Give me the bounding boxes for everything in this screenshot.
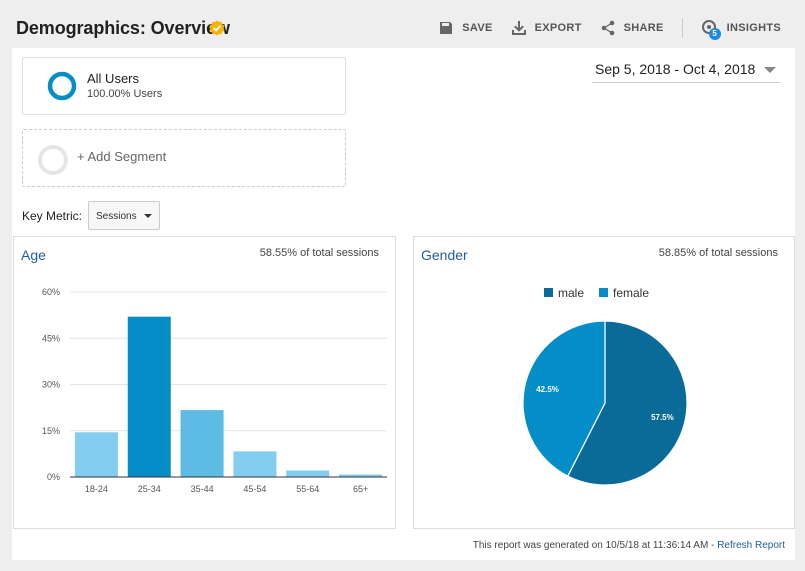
bar: [233, 451, 277, 477]
save-button[interactable]: SAVE: [438, 18, 492, 38]
age-bar-chart: 0% 15% 30% 45% 60% 18-24 25-34 35-44 45-54 55-64 6…: [42, 287, 387, 494]
bar: [74, 432, 118, 477]
insights-label: INSIGHTS: [726, 22, 781, 34]
download-icon: [511, 21, 526, 35]
insights-icon: 5: [701, 19, 721, 40]
dropdown-arrow-icon: [144, 214, 152, 218]
bar: [339, 474, 383, 477]
key-metric-label: Key Metric:: [22, 209, 83, 223]
save-icon: [440, 22, 453, 34]
y-tick-label: 15%: [42, 426, 60, 436]
age-card-subtitle: 58.55% of total sessions: [259, 247, 379, 259]
y-tick-label: 30%: [42, 380, 60, 390]
pie-slice: [566, 320, 688, 486]
bar: [127, 316, 171, 477]
legend-swatch: [544, 288, 553, 297]
page-title: Demographics: Overview: [16, 18, 230, 38]
report-header: Demographics: Overview SAVE EXPORT SHARE…: [0, 0, 805, 48]
legend-label: female: [613, 286, 649, 300]
x-tick-label: 65+: [353, 484, 368, 494]
pie-data-label: 57.5%: [651, 413, 674, 422]
age-card: Age 58.55% of total sessions 0% 15% 30% 45%…: [13, 236, 396, 529]
date-range-text: Sep 5, 2018 - Oct 4, 2018: [595, 61, 756, 77]
bar: [180, 410, 224, 477]
age-card-title: Age: [21, 247, 46, 263]
key-metric-select[interactable]: Sessions: [88, 201, 160, 230]
add-segment-label: + Add Segment: [77, 149, 167, 164]
x-tick-label: 55-64: [296, 484, 319, 494]
y-tick-label: 0%: [47, 472, 60, 482]
legend-label: male: [558, 286, 584, 300]
report-actions: SAVE EXPORT SHARE 5 INSIGHTS: [420, 18, 781, 40]
segment-ring-icon: [47, 71, 77, 101]
verified-badge-icon: [209, 20, 225, 36]
pie-slice: [522, 320, 606, 477]
insights-count-badge: 5: [708, 28, 721, 40]
x-tick-label: 25-34: [138, 484, 161, 494]
generated-timestamp: This report was generated on 10/5/18 at …: [472, 540, 718, 551]
share-button[interactable]: SHARE: [600, 18, 664, 38]
refresh-report-link[interactable]: Refresh Report: [717, 540, 785, 551]
gender-pie-chart: male female 57.5% 42.5%: [522, 286, 688, 486]
x-tick-label: 18-24: [85, 484, 108, 494]
segment-all-users[interactable]: All Users 100.00% Users: [22, 57, 346, 115]
export-label: EXPORT: [534, 22, 582, 34]
dropdown-arrow-icon: [764, 67, 776, 73]
y-tick-label: 45%: [42, 333, 60, 343]
export-button[interactable]: EXPORT: [511, 18, 582, 38]
y-tick-label: 60%: [42, 287, 60, 297]
share-icon: [601, 20, 614, 36]
insights-button[interactable]: 5 INSIGHTS: [701, 18, 781, 40]
add-segment-button[interactable]: + Add Segment: [22, 129, 346, 187]
gender-card-subtitle: 58.85% of total sessions: [658, 247, 778, 259]
divider: [681, 18, 683, 38]
report-panel: All Users 100.00% Users + Add Segment Se…: [12, 48, 795, 560]
gender-card-title: Gender: [421, 247, 468, 263]
x-tick-label: 45-54: [243, 484, 266, 494]
share-label: SHARE: [623, 22, 664, 34]
key-metric-value: Sessions: [96, 211, 137, 222]
bar: [286, 470, 330, 477]
pie-data-label: 42.5%: [536, 385, 559, 394]
segment-name: All Users: [87, 71, 140, 86]
empty-segment-ring-icon: [38, 145, 68, 175]
gender-card: Gender 58.85% of total sessions male fema…: [413, 236, 795, 529]
x-tick-label: 35-44: [191, 484, 214, 494]
legend-swatch: [599, 288, 608, 297]
date-range-picker[interactable]: Sep 5, 2018 - Oct 4, 2018: [592, 59, 780, 83]
segment-percentage: 100.00% Users: [87, 88, 163, 100]
save-label: SAVE: [462, 22, 493, 34]
report-footer: This report was generated on 10/5/18 at …: [473, 540, 785, 551]
